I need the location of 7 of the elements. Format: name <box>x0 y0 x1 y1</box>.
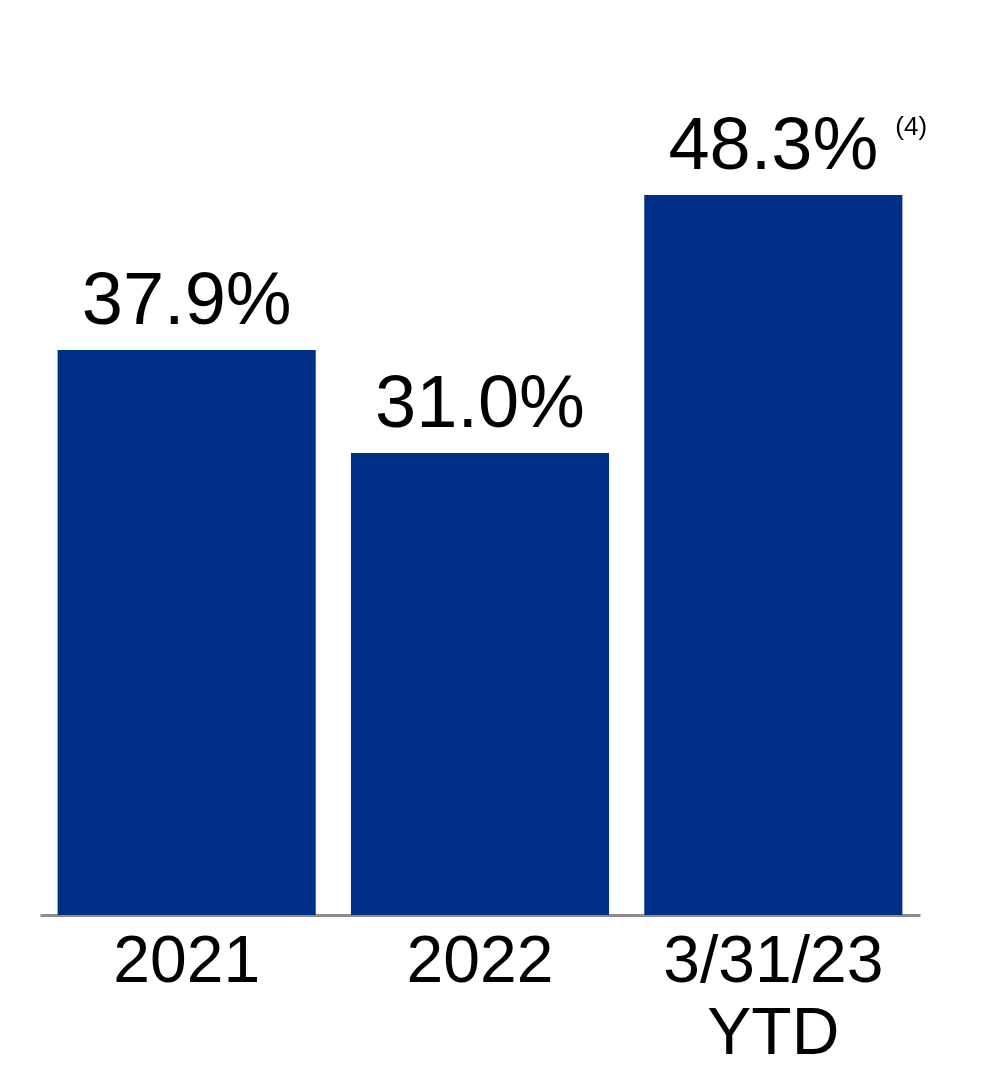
data-label: 31.0% <box>375 359 585 443</box>
x-tick-label: 2021 <box>113 921 261 996</box>
text: (4) <box>895 111 928 141</box>
data-label: 37.9% <box>81 257 292 341</box>
x-tick-label: 3/31/23 YTD <box>663 921 884 1068</box>
data-label: 48.3% <box>668 102 879 185</box>
x-tick-label: 2022 <box>406 921 554 996</box>
